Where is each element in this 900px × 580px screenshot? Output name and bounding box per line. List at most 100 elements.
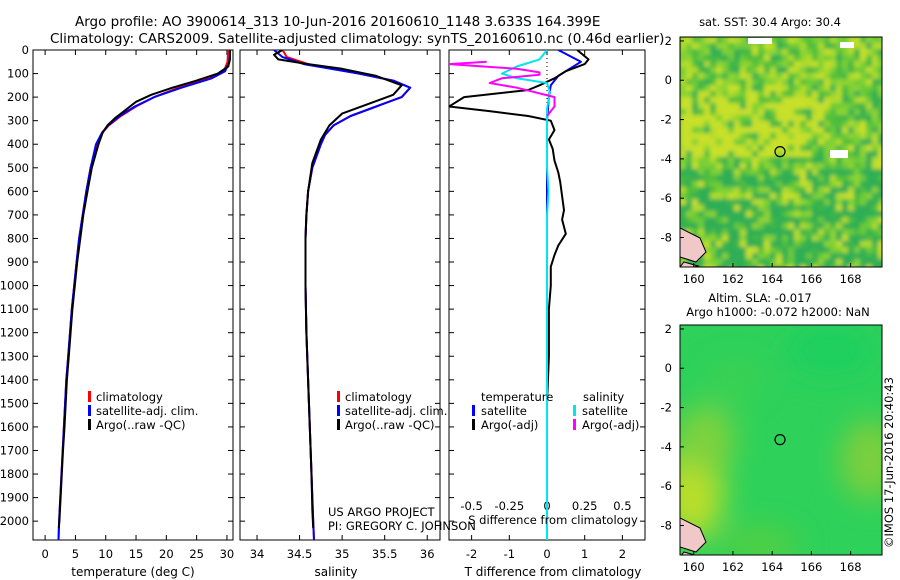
argo-s-diff-line <box>449 60 556 117</box>
x-tick-label: 5 <box>72 547 79 561</box>
temperature-legend: climatology satellite-adj. clim. Argo(..… <box>88 390 198 432</box>
lon-tick-label: 164 <box>761 560 783 574</box>
salinity-plot-frame <box>239 49 441 541</box>
legend-swatch-satellite-adj <box>337 405 340 416</box>
climatology-temperature-line <box>57 50 230 540</box>
difference-legend: temperature salinity satellite Argo(-adj… <box>472 390 639 432</box>
argo-temperature-line <box>57 50 231 529</box>
figure-title-line2: Climatology: CARS2009. Satellite-adjuste… <box>50 31 664 47</box>
y-tick-label: 1400 <box>0 373 29 387</box>
satellite-salinity-line <box>273 50 412 540</box>
sst-map-panel: sat. SST: 30.4 Argo: 30.4 160 162 164 166 16… <box>661 15 883 286</box>
sla-map-title-line2: Argo h1000: -0.072 h2000: NaN <box>686 305 870 319</box>
satellite-s-diff-line <box>500 50 551 540</box>
y-tick-label: 1500 <box>0 396 29 410</box>
sla-map-title-line1: Altim. SLA: -0.017 <box>708 291 812 305</box>
lon-tick-label: 160 <box>683 272 705 286</box>
legend-header-temperature: temperature <box>481 390 553 404</box>
sst-heatmap <box>680 37 882 267</box>
lon-tick-label: 166 <box>800 560 822 574</box>
lat-tick-label: -8 <box>661 231 672 245</box>
lon-tick-label: 168 <box>840 272 862 286</box>
lat-tick-label: 2 <box>665 34 672 48</box>
y-tick-label: 600 <box>7 184 29 198</box>
lat-tick-label: -6 <box>661 191 672 205</box>
y-tick-label: 2000 <box>0 514 29 528</box>
legend-swatch-argo <box>88 419 91 430</box>
y-tick-label: 1600 <box>0 420 29 434</box>
argo-salinity-line <box>273 50 403 529</box>
y-tick-label: 1800 <box>0 467 29 481</box>
s-tick-label: -0.5 <box>460 499 482 513</box>
legend-label-t-argo: Argo(-adj) <box>481 418 538 432</box>
temperature-x-label: temperature (deg C) <box>71 565 194 579</box>
sst-map-frame <box>679 36 883 268</box>
lon-tick-label: 162 <box>722 272 744 286</box>
y-tick-label: 1000 <box>0 279 29 293</box>
legend-swatch-climatology <box>337 391 340 402</box>
sst-float-marker <box>774 146 786 158</box>
lat-tick-label: 0 <box>665 361 672 375</box>
x-tick-label: 36 <box>420 547 435 561</box>
argo-t-diff-line <box>449 50 590 529</box>
lat-tick-label: -4 <box>661 440 672 454</box>
lon-tick-label: 166 <box>800 272 822 286</box>
temperature-axis-ticks: 0 5 10 15 20 25 30 <box>41 50 234 561</box>
legend-label-t-satellite: satellite <box>481 404 527 418</box>
lat-tick-label: -4 <box>661 152 672 166</box>
legend-header-salinity: salinity <box>583 390 624 404</box>
legend-swatch-climatology <box>88 391 91 402</box>
lat-tick-label: -6 <box>661 479 672 493</box>
lon-tick-label: 164 <box>761 272 783 286</box>
legend-label-s-argo: Argo(-adj) <box>582 418 639 432</box>
legend-swatch-s-satellite <box>573 405 576 416</box>
x-tick-label: 34.5 <box>287 547 313 561</box>
salinity-x-label: salinity <box>314 565 357 579</box>
salinity-panel: 34 34.5 35 35.5 36 salinity climatology sate… <box>239 49 476 579</box>
x-tick-label: 25 <box>189 547 204 561</box>
legend-label-climatology: climatology <box>345 390 412 404</box>
sst-map-title: sat. SST: 30.4 Argo: 30.4 <box>699 15 841 29</box>
legend-label-s-satellite: satellite <box>582 404 628 418</box>
lat-tick-label: -2 <box>661 113 672 127</box>
y-tick-label: 100 <box>7 67 29 81</box>
x-tick-label: 20 <box>159 547 174 561</box>
x-tick-label: 0 <box>543 547 550 561</box>
legend-label-argo: Argo(..raw -QC) <box>96 418 186 432</box>
temperature-panel: 0100200300400500600700800900100011001200… <box>0 43 645 579</box>
salinity-profile-lines <box>273 50 412 540</box>
legend-label-satellite-adj: satellite-adj. clim. <box>96 404 198 418</box>
y-tick-label: 1100 <box>0 302 29 316</box>
y-tick-label: 1900 <box>0 491 29 505</box>
s-tick-label: -0.25 <box>494 499 524 513</box>
s-difference-label: S difference from climatology <box>468 513 638 527</box>
legend-swatch-s-argo <box>573 419 576 430</box>
legend-label-argo: Argo(..raw -QC) <box>345 418 435 432</box>
credit-project: US ARGO PROJECT <box>328 505 436 519</box>
y-tick-label: 300 <box>7 114 29 128</box>
sla-float-marker <box>774 434 786 446</box>
legend-label-satellite-adj: satellite-adj. clim. <box>345 404 447 418</box>
y-tick-label: 1200 <box>0 326 29 340</box>
x-tick-label: 34 <box>250 547 265 561</box>
temperature-profile-lines <box>57 50 231 540</box>
imos-timestamp: ©IMOS 17-Jun-2016 20:40:43 <box>882 377 896 548</box>
x-tick-label: 1 <box>581 547 588 561</box>
sla-map-panel: Altim. SLA: -0.017 Argo h1000: -0.072 h2… <box>661 291 883 574</box>
y-tick-label: 200 <box>7 90 29 104</box>
x-tick-label: 2 <box>619 547 626 561</box>
satellite-temperature-line <box>57 50 231 540</box>
legend-swatch-argo <box>337 419 340 430</box>
lat-tick-label: 2 <box>665 322 672 336</box>
x-tick-label: 35.5 <box>372 547 398 561</box>
climatology-salinity-line <box>281 50 412 540</box>
s-tick-label: 0.5 <box>613 499 631 513</box>
y-tick-label: 1300 <box>0 349 29 363</box>
y-tick-label: 400 <box>7 137 29 151</box>
y-tick-label: 0 <box>22 43 29 57</box>
legend-swatch-t-satellite <box>472 405 475 416</box>
lat-tick-label: 0 <box>665 73 672 87</box>
